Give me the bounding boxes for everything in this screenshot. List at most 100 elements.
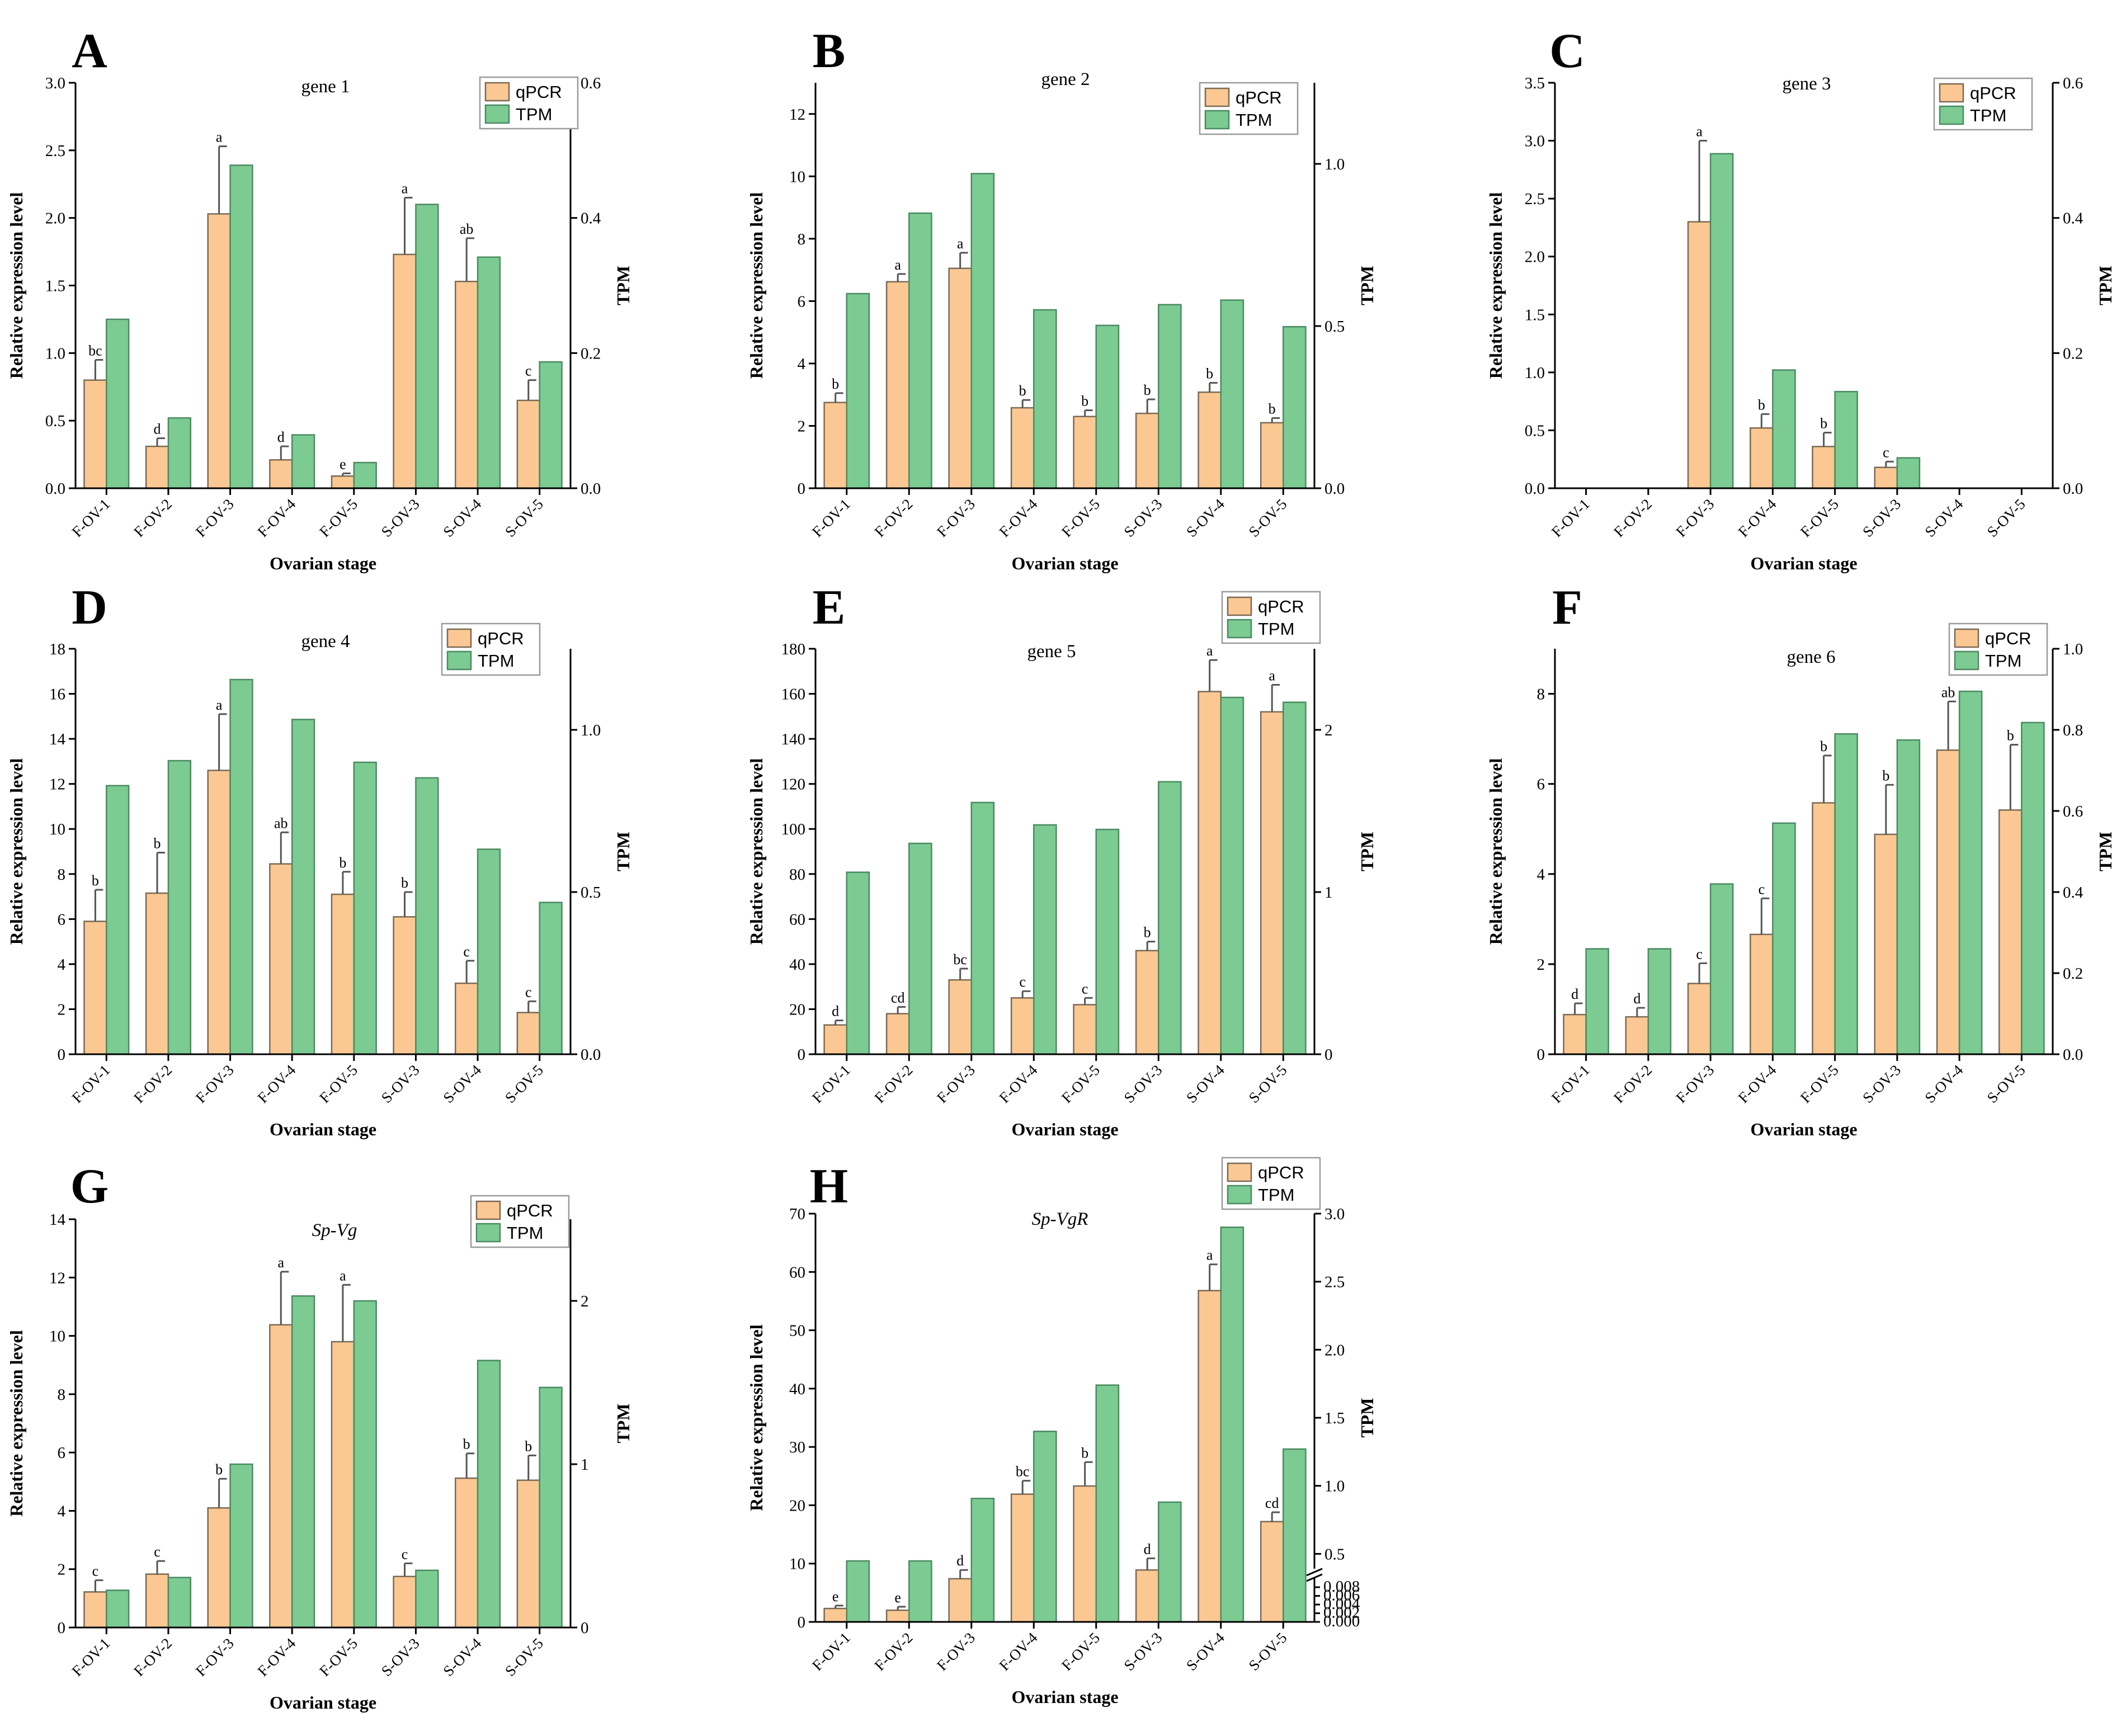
significance-label: ab — [1941, 684, 1955, 700]
y2-tick-label: 0.5 — [1324, 1545, 1345, 1563]
significance-label: c — [1019, 974, 1026, 990]
x-tick-label: F-OV-5 — [1058, 1062, 1103, 1106]
y-tick-label: 100 — [781, 820, 806, 838]
x-tick-label: F-OV-2 — [130, 1062, 175, 1106]
qpcr-bar — [948, 979, 972, 1055]
x-tick-label: F-OV-3 — [934, 1629, 978, 1674]
legend-swatch-qpcr — [1954, 628, 1979, 648]
significance-label: b — [832, 376, 839, 392]
x-tick-label: S-OV-5 — [502, 1062, 546, 1106]
significance-label: b — [1144, 382, 1151, 398]
legend-swatch-tpm — [1939, 105, 1964, 125]
legend-swatch-tpm — [1954, 650, 1979, 671]
significance-label: e — [340, 456, 346, 472]
legend-swatch-tpm — [484, 104, 510, 124]
x-axis-title: Ovarian stage — [270, 1692, 376, 1713]
x-axis-title: Ovarian stage — [1011, 553, 1118, 573]
qpcr-bar — [885, 1013, 910, 1055]
tpm-bar — [1647, 948, 1672, 1055]
y-tick-label: 20 — [789, 1001, 805, 1018]
x-tick-label: F-OV-1 — [69, 1635, 114, 1680]
tpm-bar — [1033, 309, 1057, 489]
y2-tick-label: 1 — [1324, 884, 1333, 902]
significance-label: a — [216, 697, 223, 713]
significance-label: d — [154, 421, 161, 437]
qpcr-bar — [83, 921, 107, 1055]
y2-tick-label: 0.4 — [2063, 210, 2083, 228]
tpm-bar — [970, 173, 995, 489]
significance-label: b — [339, 855, 346, 871]
significance-label: d — [1633, 990, 1641, 1007]
y-axis-title: Relative expression level — [746, 1324, 766, 1511]
legend-label-tpm: TPM — [507, 1223, 543, 1243]
x-tick-label: S-OV-5 — [1246, 1062, 1290, 1106]
x-tick-label: S-OV-3 — [1859, 496, 1904, 540]
x-tick-label: S-OV-5 — [1984, 1062, 2029, 1106]
significance-label: d — [832, 1003, 839, 1020]
tpm-bar — [1772, 369, 1796, 489]
y2-break-tick-label: 0.000 — [1323, 1612, 1360, 1630]
qpcr-bar — [331, 1341, 355, 1629]
significance-label: a — [402, 180, 408, 196]
y-tick-label: 2.0 — [45, 210, 65, 228]
tpm-bar — [539, 361, 563, 489]
qpcr-bar — [331, 475, 355, 489]
gene-title: Sp-Vg — [312, 1220, 357, 1240]
qpcr-bar — [1073, 416, 1097, 489]
significance-label: a — [1269, 667, 1275, 683]
tpm-bar — [1220, 696, 1245, 1055]
y2-tick-label: 0.8 — [2063, 721, 2083, 739]
y2-tick-label: 1.0 — [2063, 640, 2083, 658]
y-tick-label: 30 — [789, 1438, 805, 1456]
x-tick-label: S-OV-3 — [378, 496, 423, 540]
tpm-bar — [1033, 1431, 1057, 1623]
qpcr-bar — [454, 281, 479, 489]
y2-tick-label: 1.0 — [1324, 1478, 1345, 1496]
tpm-bar — [477, 256, 501, 489]
significance-label: c — [1696, 946, 1703, 962]
y-tick-label: 2 — [1537, 956, 1545, 974]
tpm-bar — [1709, 153, 1734, 489]
y-axis-title: Relative expression level — [6, 758, 26, 945]
significance-label: c — [1082, 980, 1088, 997]
y-tick-label: 0 — [58, 1046, 66, 1064]
tpm-bar — [1095, 828, 1120, 1055]
y-tick-label: 6 — [58, 1444, 66, 1462]
significance-label: b — [1019, 383, 1026, 399]
tpm-bar — [2021, 721, 2045, 1055]
y-axis-title: Relative expression level — [746, 758, 766, 945]
significance-label: b — [1081, 1445, 1088, 1461]
x-tick-label: F-OV-2 — [130, 1635, 175, 1680]
panel-letter: G — [70, 1159, 109, 1214]
x-tick-label: F-OV-2 — [130, 496, 175, 540]
x-tick-label: F-OV-2 — [871, 1629, 916, 1674]
y-tick-label: 2.0 — [1525, 248, 1545, 266]
tpm-bar — [106, 1589, 130, 1629]
x-tick-label: F-OV-1 — [809, 496, 854, 540]
significance-label: bc — [1016, 1464, 1030, 1480]
qpcr-bar — [1198, 391, 1222, 489]
qpcr-bar — [516, 399, 540, 489]
significance-label: cd — [1265, 1495, 1279, 1511]
legend-swatch-qpcr — [1204, 87, 1230, 107]
significance-label: bc — [88, 342, 102, 358]
y2-tick-label: 0.0 — [1324, 480, 1345, 498]
legend-swatch-tpm — [1227, 1185, 1252, 1205]
tpm-bar — [1095, 324, 1120, 489]
panel-h: H Sp-VgR e F-OV-1 e F-OV-2 d F-OV-3 bc F-OV-4 b F-O… — [746, 1157, 1377, 1707]
tpm-bar — [167, 417, 192, 489]
tpm-bar — [908, 212, 932, 489]
y2-tick-label: 0.0 — [2063, 1046, 2083, 1064]
tpm-bar — [477, 1360, 501, 1629]
y-axis-title: Relative expression level — [1486, 758, 1506, 945]
x-tick-label: F-OV-4 — [1735, 496, 1780, 540]
qpcr-bar — [1687, 221, 1712, 489]
y-tick-label: 8 — [58, 1386, 66, 1404]
legend-label-qpcr: qPCR — [1258, 597, 1304, 616]
significance-label: a — [216, 129, 223, 145]
y2-tick-label: 1 — [581, 1456, 589, 1474]
tpm-bar — [291, 434, 315, 489]
qpcr-bar — [948, 1578, 972, 1623]
axis-break-mark — [1306, 1568, 1323, 1577]
